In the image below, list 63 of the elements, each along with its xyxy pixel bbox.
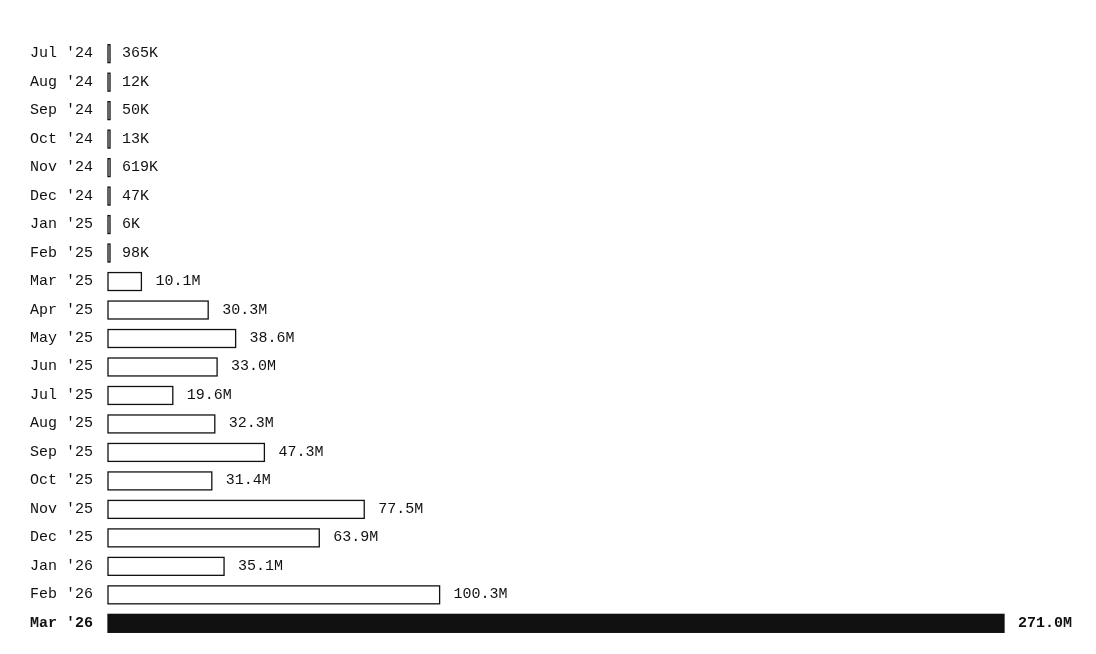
data-label: 12K <box>122 73 150 91</box>
data-label: 10.1M <box>155 273 201 291</box>
bar <box>107 528 320 548</box>
y-tick-label: Oct '24 <box>30 130 94 148</box>
bar <box>107 357 218 377</box>
data-label: 77.5M <box>378 500 424 518</box>
data-label: 63.9M <box>333 529 379 547</box>
y-tick-label: Jan '25 <box>30 216 94 234</box>
y-tick-label: Dec '25 <box>30 529 94 547</box>
bar <box>107 328 237 349</box>
y-tick-label: Aug '25 <box>30 415 94 433</box>
y-tick-label: Sep '25 <box>30 443 94 461</box>
bar <box>107 499 365 520</box>
bar <box>107 585 441 605</box>
bar <box>107 442 266 463</box>
y-tick-label: Aug '24 <box>30 73 94 91</box>
y-tick-label: Jan '26 <box>30 557 94 575</box>
data-label: 365K <box>122 45 159 63</box>
data-label: 35.1M <box>238 557 284 575</box>
bar <box>107 271 143 292</box>
bar <box>107 72 111 92</box>
data-label: 19.6M <box>186 386 232 404</box>
y-tick-label: Jul '24 <box>30 45 94 63</box>
data-label: 13K <box>122 130 150 148</box>
y-tick-label: Dec '24 <box>30 187 94 205</box>
data-label: 619K <box>122 159 159 177</box>
data-label: 38.6M <box>249 330 295 347</box>
y-tick-label: Oct '25 <box>30 472 94 490</box>
data-label: 271.0M <box>1018 614 1073 632</box>
bar <box>107 157 111 178</box>
data-label: 31.4M <box>225 472 271 490</box>
y-tick-label: Sep '24 <box>30 102 94 120</box>
y-tick-label: Nov '25 <box>30 500 94 518</box>
data-label: 50K <box>122 102 150 120</box>
data-label: 33.0M <box>231 358 277 376</box>
bar <box>107 556 225 576</box>
y-tick-label: Feb '26 <box>30 586 94 604</box>
bar <box>107 300 209 320</box>
data-label: 47K <box>122 187 150 205</box>
bar <box>107 414 216 434</box>
y-tick-label: May '25 <box>30 330 94 347</box>
data-label: 30.3M <box>222 301 268 319</box>
bar <box>107 613 1005 633</box>
y-tick-label: Mar '25 <box>30 273 94 291</box>
bar <box>107 186 111 206</box>
bar <box>107 471 213 491</box>
bar <box>107 101 111 121</box>
bar <box>107 129 111 149</box>
bar <box>107 243 111 263</box>
bar <box>107 385 174 406</box>
data-label: 32.3M <box>228 415 274 433</box>
data-label: 98K <box>122 244 150 262</box>
y-tick-label: Apr '25 <box>30 301 94 319</box>
bar <box>107 214 111 235</box>
data-label: 47.3M <box>278 443 324 461</box>
y-tick-label: Nov '24 <box>30 159 94 177</box>
data-label: 6K <box>122 216 141 234</box>
y-tick-label: Feb '25 <box>30 244 94 262</box>
y-tick-label: Jul '25 <box>30 386 94 404</box>
y-tick-label: Mar '26 <box>30 614 94 632</box>
y-tick-label: Jun '25 <box>30 358 94 376</box>
data-label: 100.3M <box>453 586 508 604</box>
bar <box>107 44 111 64</box>
